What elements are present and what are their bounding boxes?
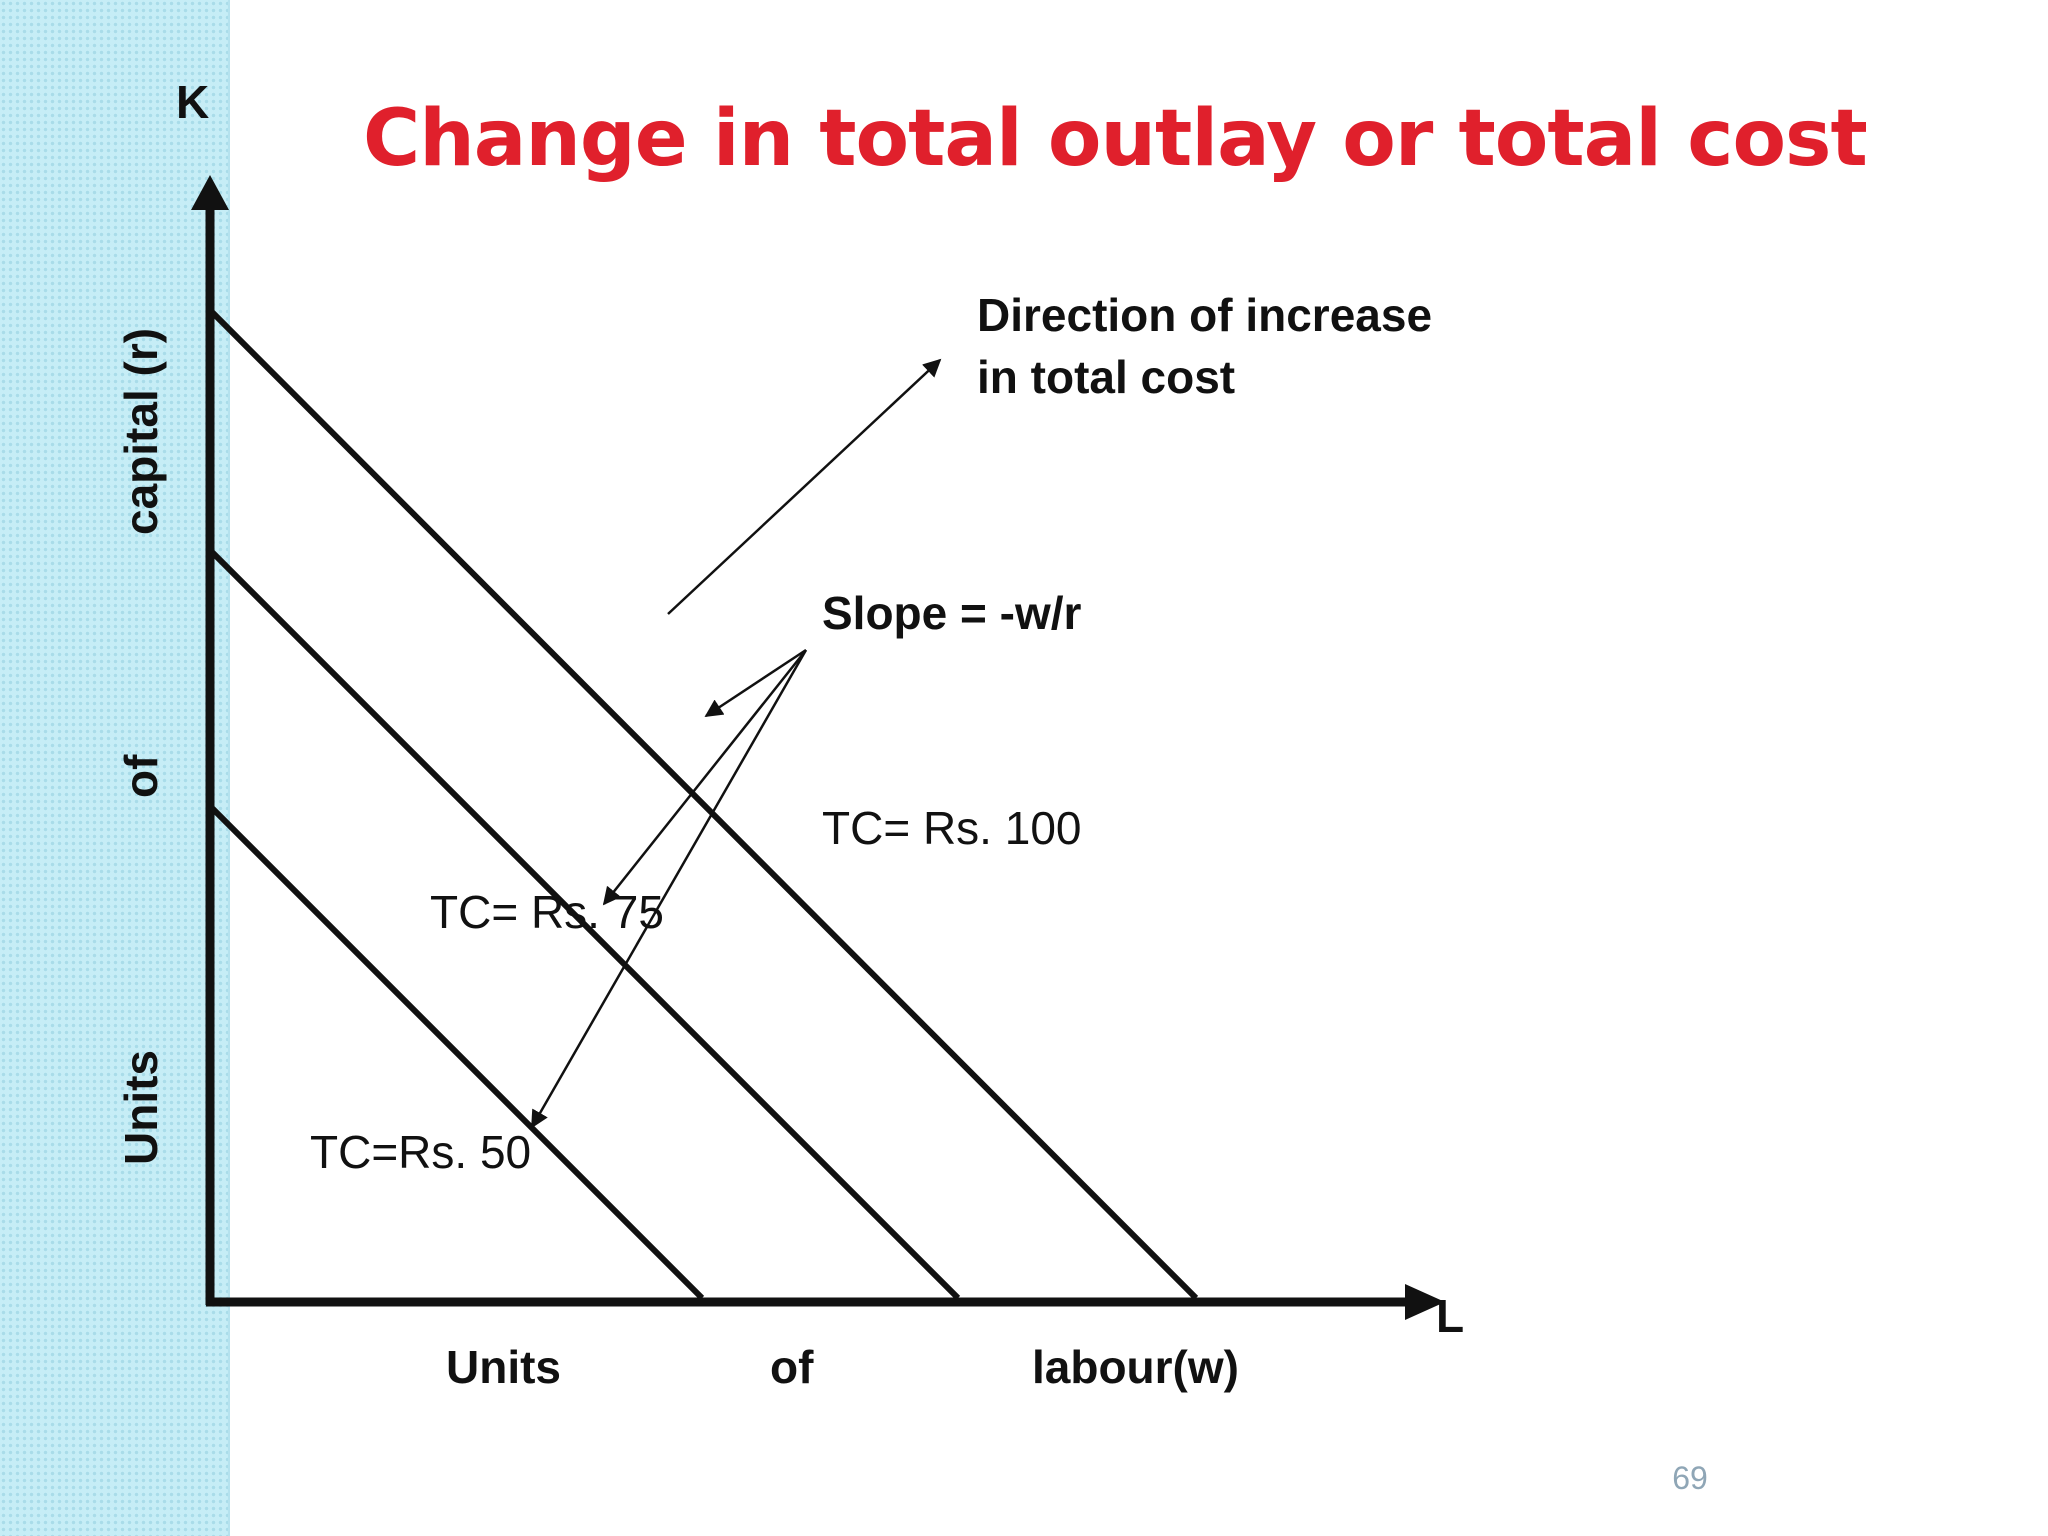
y-axis-label-word: Units: [115, 1050, 167, 1165]
isocost-label-tc-100: TC= Rs. 100: [822, 802, 1082, 854]
x-axis-symbol: L: [1436, 1290, 1464, 1342]
isocost-label-tc-50: TC=Rs. 50: [310, 1126, 531, 1178]
page-number: 69: [1672, 1460, 1708, 1496]
x-axis-label-word: labour(w): [1032, 1341, 1239, 1393]
y-axis-label-word: of: [115, 754, 167, 798]
isocost-line-tc-75: [209, 549, 961, 1301]
slide-title: Change in total outlay or total cost: [363, 94, 1868, 184]
x-axis-label-word: Units: [446, 1341, 561, 1393]
isocost-line-tc-50: [209, 805, 705, 1301]
isocost-lines: [209, 309, 1199, 1301]
slope-annotation: Slope = -w/r: [822, 587, 1082, 639]
axes: [191, 175, 1445, 1320]
slope-arrow-to-tc-75: [602, 649, 807, 906]
slope-arrow-to-tc-50: [530, 649, 808, 1129]
direction-annotation-line2: in total cost: [977, 351, 1235, 403]
y-axis-arrowhead: [191, 175, 229, 210]
x-axis-label-word: of: [770, 1341, 814, 1393]
y-axis-symbol: K: [176, 76, 209, 128]
isocost-label-tc-75: TC= Rs. 75: [430, 886, 664, 938]
direction-of-increase-arrow: [667, 358, 942, 615]
direction-annotation-line1: Direction of increase: [977, 289, 1432, 341]
slope-pointer-arrows: [530, 648, 808, 1129]
side-decoration-strip: [0, 0, 230, 1536]
slope-arrow-to-tc-100: [704, 648, 807, 718]
x-axis-arrowhead: [1405, 1284, 1445, 1320]
isocost-line-tc-100: [209, 309, 1199, 1301]
y-axis-label-word: capital (r): [115, 328, 167, 535]
y-axis-label: Units of capital (r): [115, 328, 167, 1165]
x-axis-label: Units of labour(w): [446, 1341, 1239, 1393]
